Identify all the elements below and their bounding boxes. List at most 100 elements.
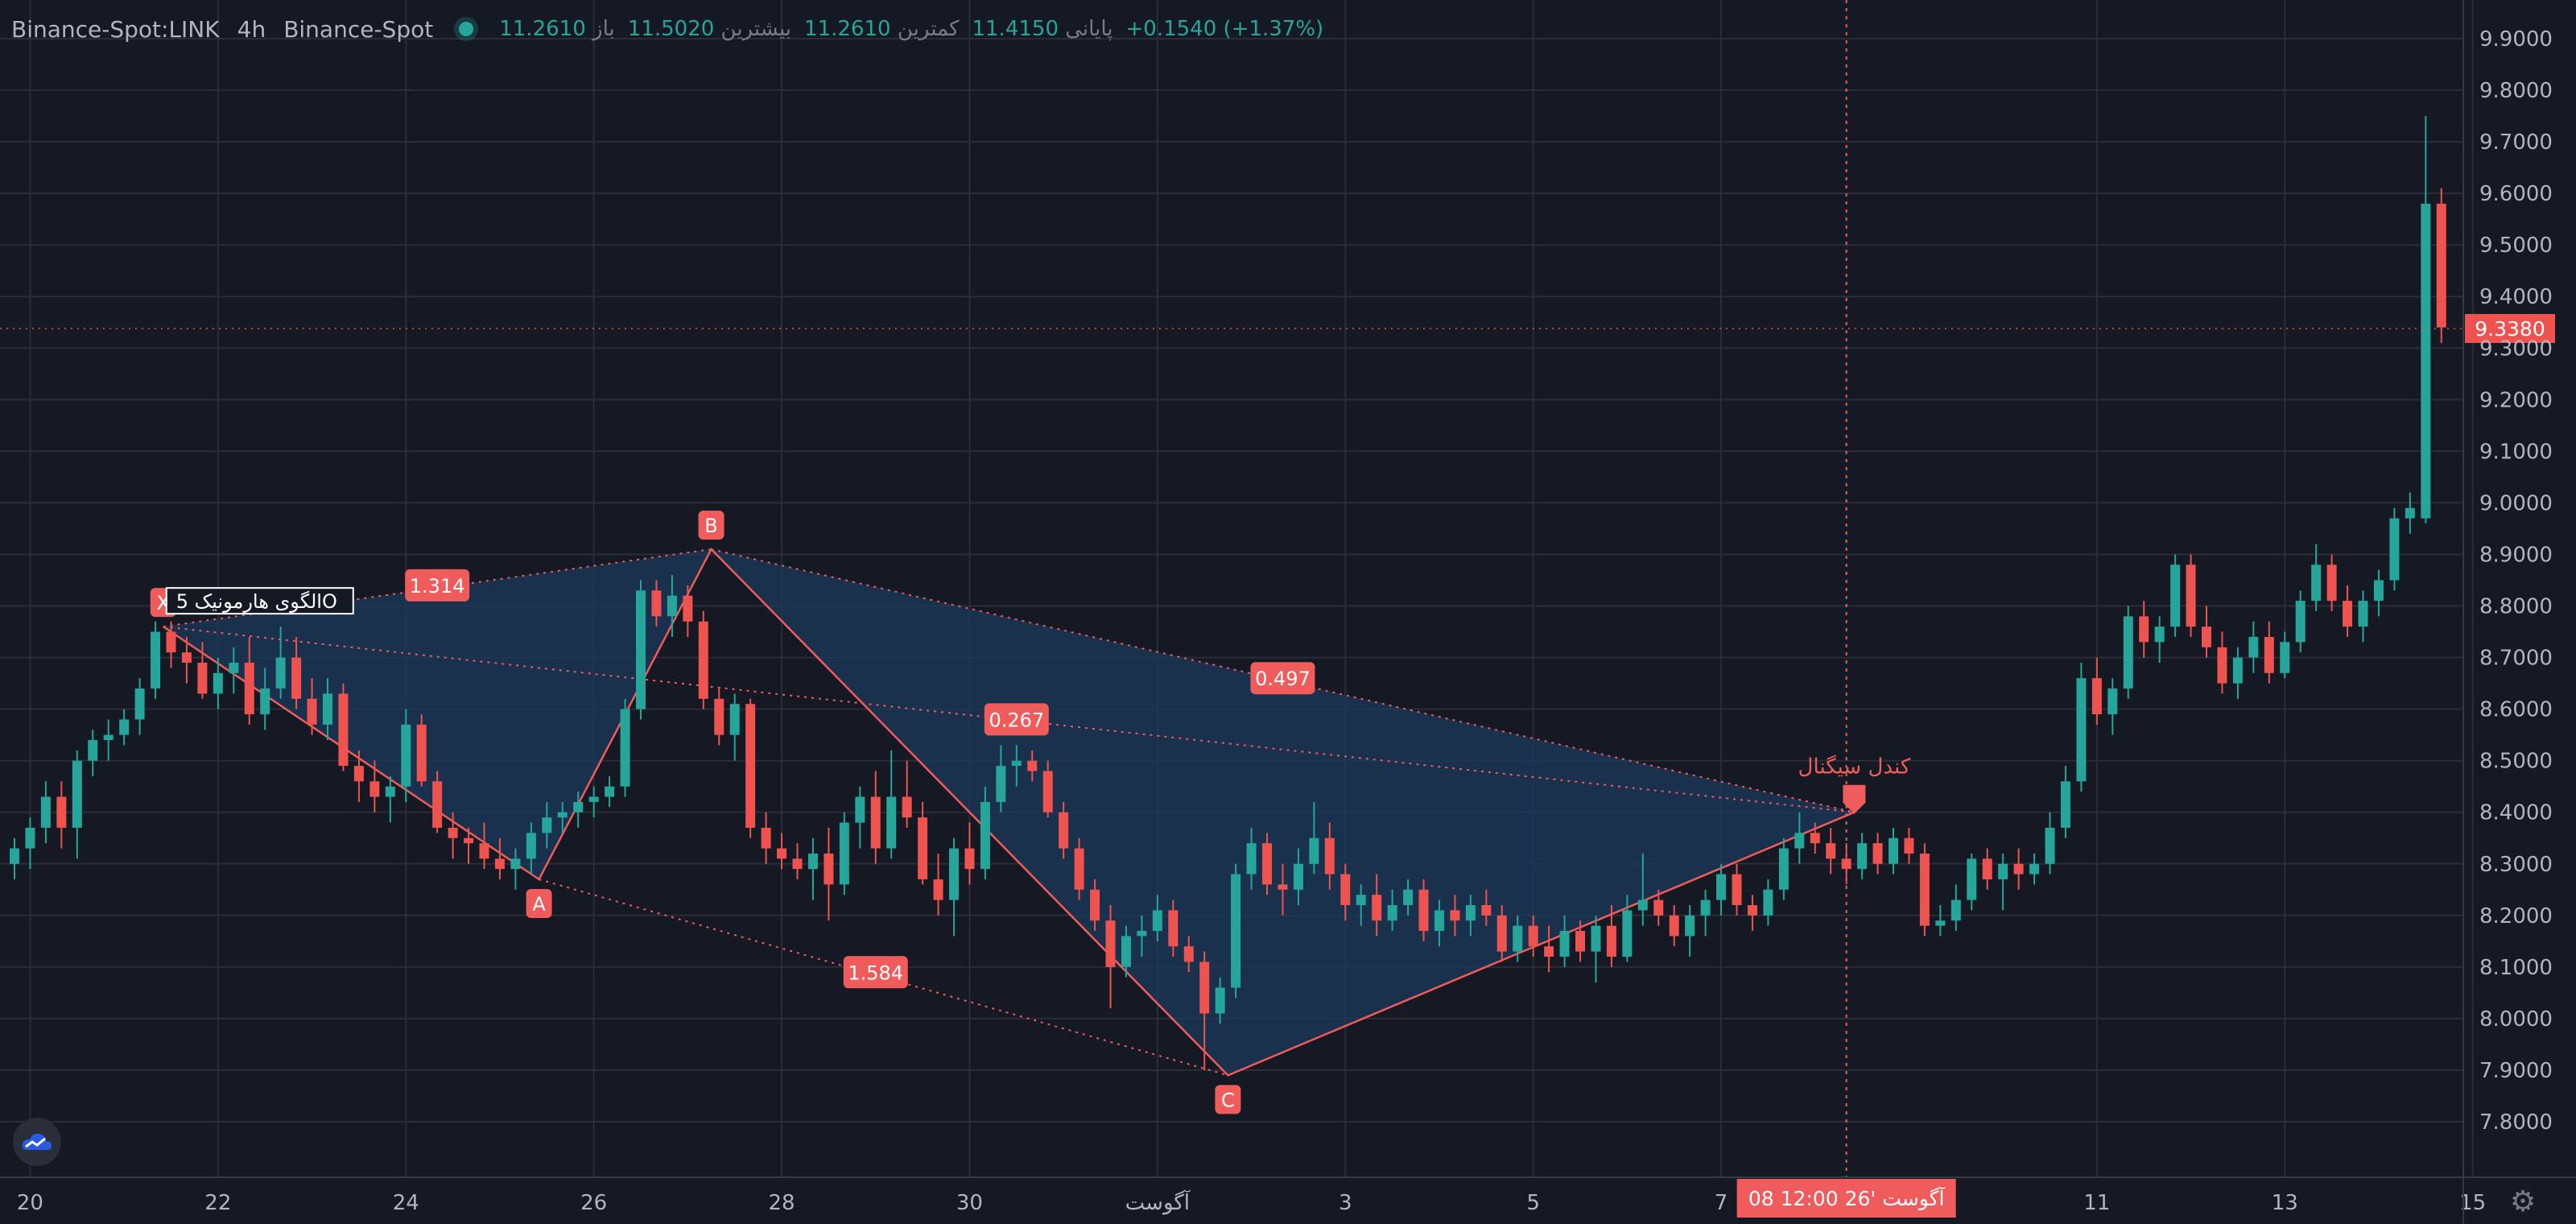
y-tick-label: 8.5000 [2479, 750, 2553, 774]
candle-body [588, 796, 599, 802]
candle-body [1137, 931, 1147, 937]
pattern-ratio-label: 1.314 [410, 575, 465, 598]
candle-body [1105, 920, 1116, 967]
candle-body [557, 812, 568, 818]
candle-body [1465, 905, 1476, 921]
candle-body [1794, 833, 1805, 849]
y-tick-label: 8.6000 [2479, 698, 2553, 722]
candle-body [1700, 899, 1711, 916]
low-value: 11.2610 [804, 17, 891, 41]
candle-body [1998, 863, 2008, 879]
candle-body [1324, 837, 1335, 875]
candle-body [683, 595, 693, 622]
candle-body [10, 848, 19, 864]
candle-body [1826, 843, 1836, 859]
close-value: 11.4150 [972, 17, 1059, 41]
pattern-point-badge [698, 511, 724, 540]
candle-body [1074, 848, 1084, 890]
exchange-name: Binance-Spot [283, 15, 434, 43]
candle-body [949, 848, 959, 900]
candle-body [1935, 920, 1946, 926]
candle-body [479, 843, 489, 859]
candle-body [605, 786, 615, 797]
candle-body [1857, 843, 1868, 870]
candle-body [1481, 905, 1492, 916]
candle-body [464, 837, 474, 844]
y-tick-label: 8.3000 [2479, 853, 2553, 877]
candle-body [1544, 946, 1554, 957]
candle-body [2060, 781, 2070, 828]
candle-body [2295, 601, 2306, 643]
candle-body [1246, 843, 1257, 875]
tradingview-logo-icon[interactable] [13, 1118, 61, 1166]
candle-body [1669, 915, 1679, 937]
pattern-ratio-label: 1.584 [848, 961, 903, 984]
candle-body [72, 760, 82, 828]
x-tick-label: 11 [2083, 1191, 2110, 1215]
candle-body [870, 796, 881, 849]
candle-body [2154, 626, 2165, 643]
candle-body [792, 858, 803, 870]
candle-body [1559, 931, 1570, 957]
x-tick-label: 7 [1715, 1191, 1728, 1215]
candle-body [2358, 601, 2368, 627]
candle-body [2107, 688, 2118, 715]
candle-body [401, 724, 411, 787]
candle-body [40, 796, 51, 828]
symbol-name[interactable]: Binance-Spot:LINK [11, 15, 220, 43]
candle-body [1042, 771, 1053, 813]
pattern-ratio-badge [1250, 662, 1315, 695]
candle-body [2232, 657, 2243, 684]
candle-body [1591, 925, 1601, 952]
pattern-point-badge [1215, 1085, 1241, 1114]
x-tick-label: 3 [1339, 1191, 1352, 1215]
candle-body [1418, 889, 1429, 932]
candle-body [432, 781, 443, 828]
candle-body [542, 817, 552, 833]
candle-body [2436, 203, 2446, 328]
candle-body [2280, 642, 2290, 673]
candle-body [745, 704, 756, 828]
y-tick-label: 9.4000 [2479, 285, 2553, 309]
candle-body [1231, 874, 1241, 988]
candle-body [1215, 987, 1225, 1014]
candle-body [1496, 915, 1507, 952]
candle-body [1513, 925, 1523, 952]
candle-body [2091, 678, 2102, 715]
chart-header: Binance-Spot:LINK 4h Binance-Spot باز 11… [11, 11, 1323, 47]
x-tick-label: 26 [580, 1191, 607, 1215]
y-tick-label: 7.9000 [2479, 1059, 2553, 1083]
x-tick-label: 28 [769, 1191, 795, 1215]
candle-body [1622, 910, 1633, 957]
candle-body [1293, 863, 1303, 890]
y-tick-label: 9.1000 [2479, 440, 2553, 464]
y-tick-label: 9.0000 [2479, 491, 2553, 515]
candle-body [1278, 884, 1288, 890]
x-tick-label: 22 [204, 1191, 231, 1215]
candle-body [151, 631, 161, 688]
close-label: پایانی [1065, 17, 1113, 41]
high-label: بیشترین [720, 17, 792, 41]
candle-body [275, 657, 286, 688]
candle-body [1309, 837, 1319, 864]
candles [10, 116, 2446, 1070]
candle-body [1889, 837, 1898, 864]
x-tick-label: 5 [1526, 1191, 1540, 1215]
candle-body [886, 796, 897, 849]
last-price-label: 9.3380 [2475, 317, 2545, 341]
candle-body [2029, 863, 2040, 875]
candle-body [2202, 626, 2211, 647]
candle-body [980, 801, 990, 870]
y-tick-label: 7.8000 [2479, 1110, 2553, 1135]
candle-body [2170, 564, 2181, 627]
candle-body [1919, 853, 1930, 926]
settings-gear-icon[interactable]: ⚙ [2509, 1185, 2537, 1218]
candle-body [1763, 889, 1773, 916]
candle-body [166, 631, 176, 653]
y-tick-label: 9.7000 [2479, 130, 2553, 155]
y-tick-label: 8.1000 [2479, 956, 2553, 980]
interval[interactable]: 4h [237, 15, 266, 43]
